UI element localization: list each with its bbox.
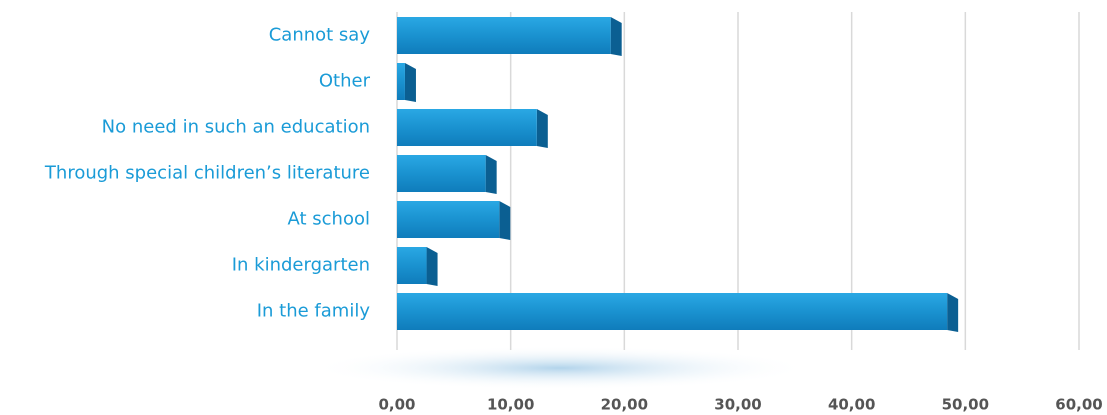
y-tick-label: In kindergarten [232,255,370,276]
bar-side [610,17,622,56]
bar [397,17,622,56]
bar-side [536,109,548,148]
x-tick-label: 20,00 [601,396,648,414]
x-tick-label: 50,00 [942,396,989,414]
bar-side [499,201,511,240]
bar-side [404,63,416,102]
bar [397,155,497,194]
bar-side [947,293,959,332]
x-tick-label: 40,00 [828,396,875,414]
bar-front [397,293,948,330]
x-tick-label: 10,00 [487,396,534,414]
y-tick-label: At school [288,209,371,230]
floor-shadow [310,346,810,390]
y-tick-label: Cannot say [269,25,371,46]
bar [397,63,416,102]
bar-front [397,109,537,146]
x-tick-label: 60,00 [1055,396,1102,414]
y-tick-label: Through special children’s literature [44,163,370,184]
bar-front [397,155,486,192]
y-tick-label: Other [319,71,371,92]
bar [397,247,438,286]
x-tick-label: 30,00 [714,396,761,414]
bar-side [426,247,438,286]
bar [397,109,548,148]
x-tick-label: 0,00 [378,396,415,414]
bar [397,293,959,332]
bar-front [397,63,405,100]
bar-front [397,247,427,284]
y-tick-label: In the family [257,301,371,322]
bar-side [485,155,497,194]
bar-front [397,201,500,238]
bar [397,201,511,240]
bar-front [397,17,611,54]
y-tick-label: No need in such an education [102,117,370,138]
